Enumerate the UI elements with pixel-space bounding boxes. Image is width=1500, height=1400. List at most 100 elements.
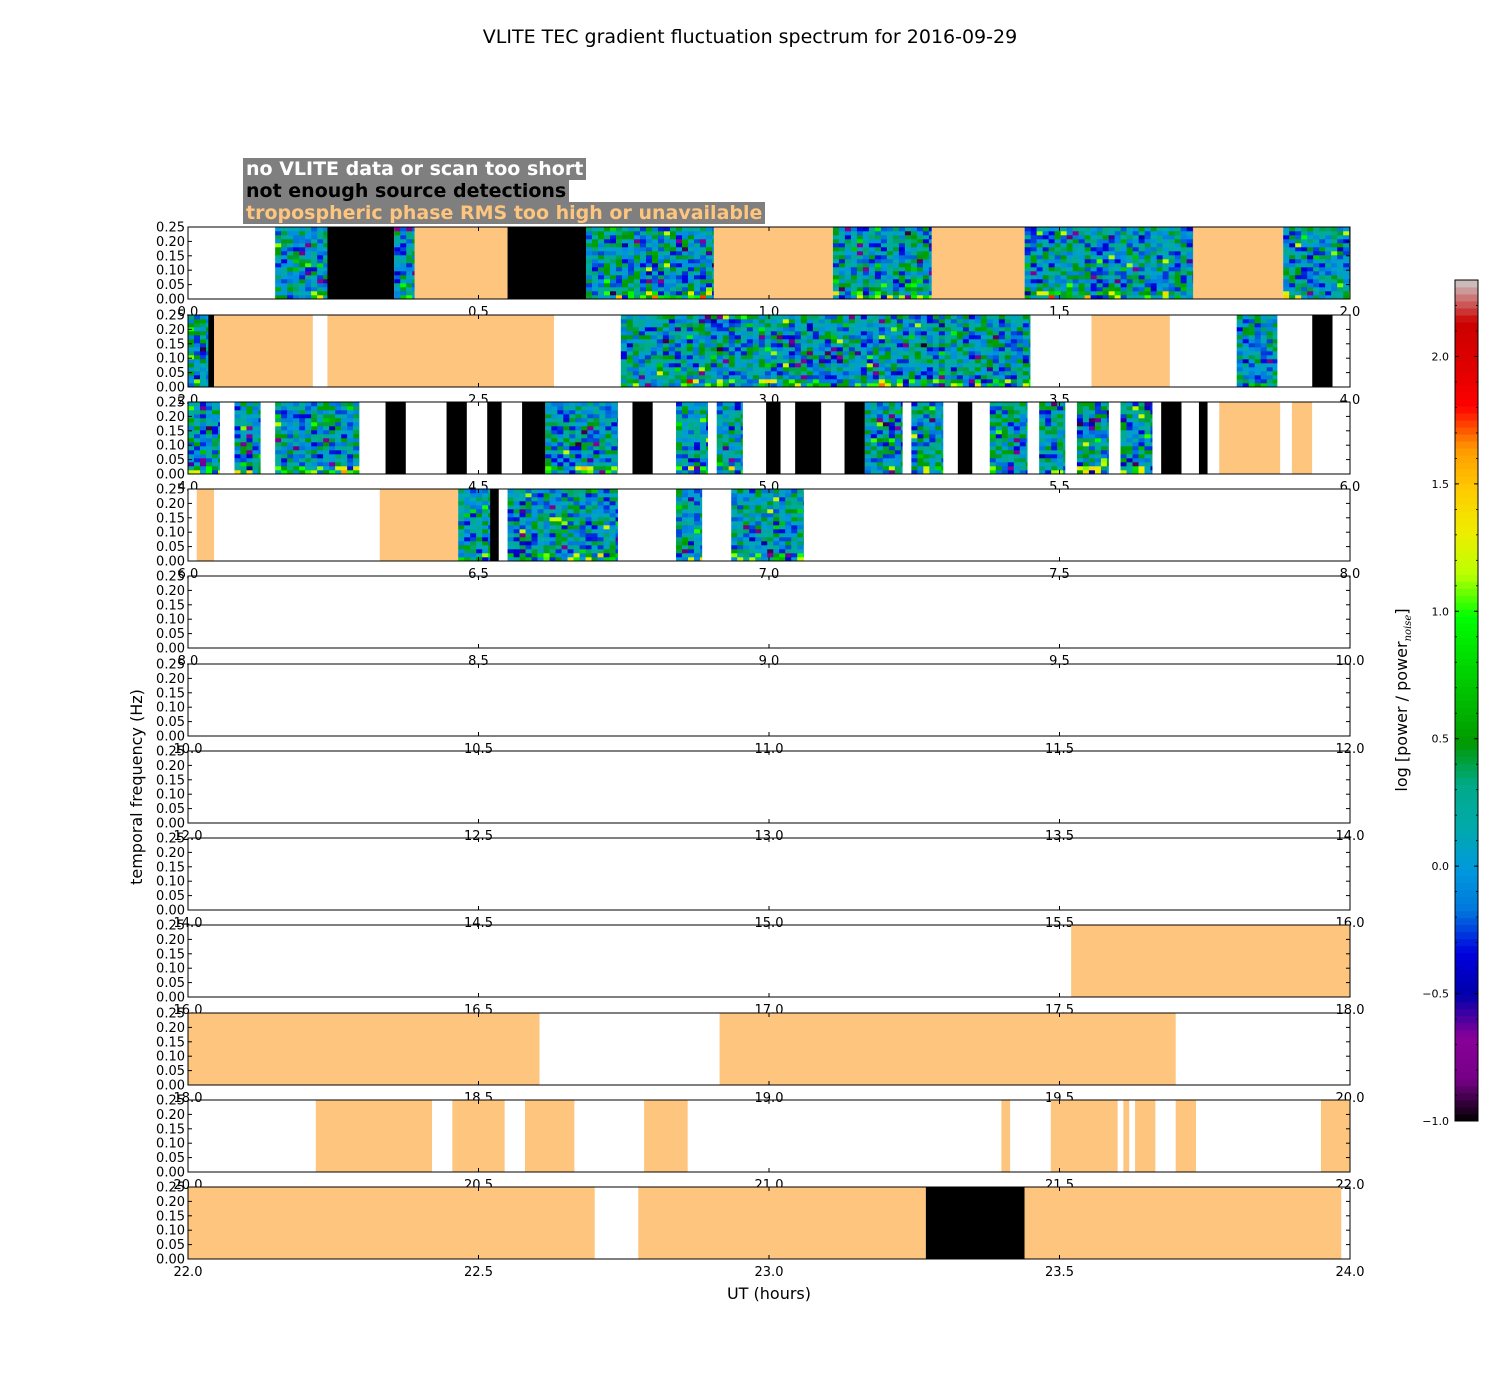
- spectrum-cell: [617, 422, 619, 427]
- spectrum-cell: [1088, 418, 1096, 423]
- spectrum-cell: [728, 343, 736, 348]
- spectrum-cell: [1004, 315, 1012, 320]
- spectrum-cell: [1144, 259, 1151, 264]
- spectrum-cell: [734, 335, 742, 340]
- spectrum-cell: [234, 430, 241, 435]
- spectrum-cell: [868, 227, 876, 232]
- spectrum-cell: [854, 327, 862, 332]
- spectrum-cell: [633, 275, 641, 280]
- spectrum-cell: [874, 263, 882, 268]
- spectrum-cell: [836, 367, 844, 372]
- spectrum-cell: [212, 442, 219, 447]
- spectrum-cell: [551, 446, 558, 451]
- spectrum-cell: [281, 247, 288, 252]
- spectrum-cell: [910, 247, 918, 252]
- spectrum-cell: [929, 410, 936, 415]
- spectrum-cell: [194, 414, 201, 419]
- spectrum-cell: [258, 458, 261, 463]
- spectrum-cell: [591, 227, 599, 232]
- spectrum-cell: [800, 319, 808, 324]
- spectrum-cell: [605, 406, 612, 411]
- spectrum-cell: [974, 347, 982, 352]
- spectrum-cell: [1042, 271, 1049, 276]
- spectrum-cell: [1144, 235, 1151, 240]
- spectrum-cell: [926, 379, 934, 384]
- spectrum-cell: [908, 331, 916, 336]
- spectrum-cell: [206, 347, 209, 352]
- spectrum-cell: [688, 410, 695, 415]
- spectrum-cell: [710, 315, 718, 320]
- spectrum-cell: [1331, 259, 1338, 264]
- spectrum-cell: [922, 259, 930, 264]
- spectrum-cell: [1260, 331, 1268, 336]
- spectrum-cell: [1013, 426, 1021, 431]
- spectrum-cell: [992, 359, 1000, 364]
- spectrum-cell: [868, 239, 876, 244]
- spectrum-cell: [1254, 359, 1262, 364]
- spectrum-cell: [258, 418, 261, 423]
- spectrum-cell: [194, 343, 201, 348]
- spectrum-cell: [722, 355, 730, 360]
- spectrum-cell: [860, 319, 868, 324]
- spectrum-cell: [657, 239, 665, 244]
- spectrum-cell: [870, 454, 878, 459]
- spectrum-cell: [1100, 466, 1108, 471]
- spectrum-cell: [938, 339, 946, 344]
- spectrum-cell: [1138, 251, 1145, 256]
- spectrum-cell: [597, 279, 605, 284]
- spectrum-cell: [892, 291, 900, 296]
- spectrum-cell: [674, 319, 682, 324]
- spectrum-cell: [874, 231, 882, 236]
- spectrum-cell: [1120, 279, 1127, 284]
- spectrum-cell: [651, 239, 659, 244]
- spectrum-cell: [200, 462, 207, 467]
- spectrum-cell: [926, 371, 934, 376]
- spectrum-cell: [1045, 430, 1052, 435]
- spectrum-cell: [699, 275, 707, 280]
- spectrum-cell: [657, 295, 665, 299]
- spectrum-cell: [551, 410, 558, 415]
- spectrum-cell: [335, 414, 342, 419]
- spectrum-cell: [206, 315, 209, 320]
- spectrum-cell: [347, 418, 354, 423]
- spectrum-cell: [722, 426, 730, 431]
- spectrum-cell: [941, 410, 944, 415]
- spectrum-cell: [870, 462, 878, 467]
- spectrum-cell: [917, 462, 924, 467]
- spectrum-cell: [507, 541, 514, 546]
- spectrum-cell: [878, 367, 886, 372]
- spectrum-cell: [788, 347, 796, 352]
- spectrum-cell: [926, 375, 934, 380]
- spectrum-cell: [866, 351, 874, 356]
- spectrum-cell: [870, 410, 878, 415]
- spectrum-cell: [902, 355, 910, 360]
- spectrum-cell: [599, 462, 606, 467]
- spectrum-cell: [704, 375, 712, 380]
- spectrum-cell: [880, 283, 888, 288]
- spectrum-cell: [234, 450, 241, 455]
- spectrum-cell: [1266, 347, 1274, 352]
- spectrum-cell: [876, 426, 884, 431]
- spectrum-cell: [557, 442, 564, 447]
- spectrum-cell: [699, 287, 707, 292]
- spectrum-cell: [1319, 295, 1326, 299]
- spectrum-cell: [281, 231, 288, 236]
- spectrum-cell: [986, 343, 994, 348]
- spectrum-cell: [1022, 315, 1030, 320]
- spectrum-cell: [836, 375, 844, 380]
- spectrum-cell: [1102, 275, 1109, 280]
- spectrum-cell: [482, 509, 489, 514]
- spectrum-cell: [711, 287, 715, 292]
- spectrum-cell: [335, 450, 342, 455]
- spectrum-cell: [950, 331, 958, 336]
- spectrum-cell: [476, 549, 483, 554]
- spectrum-cell: [800, 351, 808, 356]
- spectrum-cell: [406, 235, 413, 240]
- spectrum-cell: [645, 279, 653, 284]
- spectrum-cell: [722, 331, 730, 336]
- spectrum-cell: [800, 343, 808, 348]
- spectrum-cell: [299, 422, 306, 427]
- spectrum-cell: [1039, 442, 1046, 447]
- spectrum-cell: [864, 462, 872, 467]
- spectrum-cell: [860, 375, 868, 380]
